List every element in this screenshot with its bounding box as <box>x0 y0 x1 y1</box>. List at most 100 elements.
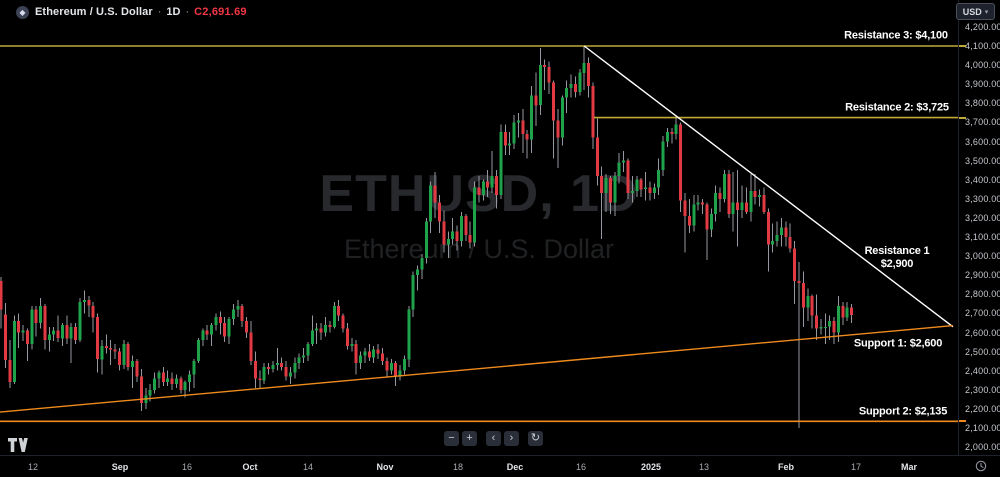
time-tick-label: Dec <box>506 462 524 472</box>
support-1-label[interactable]: Support 1: $2,600 <box>853 337 943 350</box>
price-tick-label: 2,100.00 <box>965 423 1000 433</box>
tradingview-logo[interactable] <box>8 438 28 452</box>
candle-body <box>122 344 126 365</box>
time-tick-label: 14 <box>302 462 314 472</box>
candle-body <box>723 174 726 199</box>
candle-body <box>801 282 805 308</box>
candle-body <box>552 82 555 121</box>
candle-body <box>196 340 200 362</box>
candle-body <box>538 65 542 106</box>
candle-body <box>701 202 704 205</box>
candle-body <box>744 202 748 213</box>
candle-body <box>433 185 437 203</box>
candle-body <box>709 214 713 230</box>
candle-body <box>521 120 525 134</box>
descending-resistance-line[interactable] <box>583 45 954 328</box>
candle-body <box>21 330 25 333</box>
candle-body <box>56 330 60 339</box>
time-axis[interactable]: 12 Sep 16 Oct 14 Nov 18 Dec 16 2025 13 Feb 17 Mar <box>0 455 1000 477</box>
candle-body <box>595 137 599 176</box>
candle-body <box>622 160 626 163</box>
candle-body <box>692 204 696 226</box>
level-axis-mark <box>959 420 966 422</box>
price-axis[interactable]: 4,200.00 4,100.00 4,000.00 3,900.00 3,800.00… <box>958 0 1000 455</box>
candle-body <box>170 378 174 384</box>
candle-body <box>341 315 345 329</box>
time-tick-label: 18 <box>452 462 464 472</box>
candle-body <box>845 307 849 318</box>
candle-body <box>666 131 669 142</box>
candle-body <box>227 319 231 337</box>
chart-navigation-toolbar: − + ‹ › ↻ <box>444 431 546 446</box>
candle-body <box>284 366 288 377</box>
price-tick-label: 3,900.00 <box>965 79 1000 89</box>
candle-body <box>525 133 529 140</box>
time-tick-label: Nov <box>376 462 394 472</box>
candle-body <box>771 240 775 245</box>
support-2-label[interactable]: Support 2: $2,135 <box>858 405 948 418</box>
ethereum-logo-icon: ◆ <box>16 5 29 19</box>
candle-body <box>424 221 428 258</box>
candlestick-chart-pane[interactable] <box>0 0 958 455</box>
candle-body <box>696 202 700 205</box>
candle-body <box>657 170 661 188</box>
candle-body <box>560 97 564 138</box>
candle-body <box>139 376 143 404</box>
reset-chart-button[interactable]: ↻ <box>528 431 543 446</box>
candle-body <box>109 347 113 350</box>
candle-body <box>302 355 306 358</box>
price-tick-label: 2,300.00 <box>965 385 1000 395</box>
candle-body <box>416 269 420 276</box>
interval-label[interactable]: 1D <box>166 6 181 18</box>
candle-body <box>753 191 757 197</box>
symbol-title[interactable]: Ethereum / U.S. Dollar <box>35 6 153 18</box>
candle-body <box>512 122 516 144</box>
candle-body <box>459 216 463 241</box>
candle-body <box>118 351 121 365</box>
candle-body <box>306 344 310 356</box>
resistance-1-label[interactable]: Resistance 1 $2,900 <box>864 245 930 270</box>
candle-body <box>806 296 810 308</box>
time-tick-label: Sep <box>111 462 129 472</box>
zoom-out-button[interactable]: − <box>444 431 459 446</box>
currency-label: USD <box>962 6 982 17</box>
currency-dropdown[interactable]: USD ▾ <box>956 3 995 20</box>
price-tick-label: 2,600.00 <box>965 328 1000 338</box>
price-tick-label: 4,100.00 <box>965 41 1000 51</box>
candle-body <box>600 175 604 194</box>
candle-body <box>166 378 170 383</box>
scroll-left-button[interactable]: ‹ <box>486 431 501 446</box>
candle-body <box>288 372 292 377</box>
candle-body <box>363 351 367 356</box>
symbol-header[interactable]: ◆ Ethereum / U.S. Dollar · 1D · C2,691.6… <box>16 4 247 20</box>
candle-body <box>591 86 595 138</box>
zoom-in-button[interactable]: + <box>462 431 477 446</box>
candle-body <box>61 324 64 339</box>
candle-body <box>245 321 249 333</box>
price-tick-label: 3,100.00 <box>965 232 1000 242</box>
candle-body <box>490 175 494 188</box>
candle-body <box>175 378 178 384</box>
level-axis-mark <box>959 45 966 47</box>
candle-body <box>486 181 490 188</box>
candle-body <box>232 309 235 320</box>
candle-body <box>96 317 99 360</box>
candle-body <box>74 326 78 341</box>
candle-body <box>280 363 284 367</box>
candle-body <box>836 305 840 333</box>
time-tick-label: 13 <box>698 462 710 472</box>
price-tick-label: 3,300.00 <box>965 194 1000 204</box>
resistance-2-label[interactable]: Resistance 2: $3,725 <box>845 101 949 114</box>
clock-icon[interactable] <box>975 460 987 472</box>
resistance-3-label[interactable]: Resistance 3: $4,100 <box>844 29 948 42</box>
candle-body <box>398 370 402 377</box>
candle-body <box>495 175 498 195</box>
scroll-right-button[interactable]: › <box>504 431 519 446</box>
ascending-support-line[interactable] <box>0 324 954 413</box>
candle-body <box>683 200 687 216</box>
candle-body <box>332 305 336 327</box>
candle-body <box>609 177 612 203</box>
candle-body <box>508 143 512 146</box>
candle-body <box>8 360 12 383</box>
candle-body <box>65 324 69 339</box>
